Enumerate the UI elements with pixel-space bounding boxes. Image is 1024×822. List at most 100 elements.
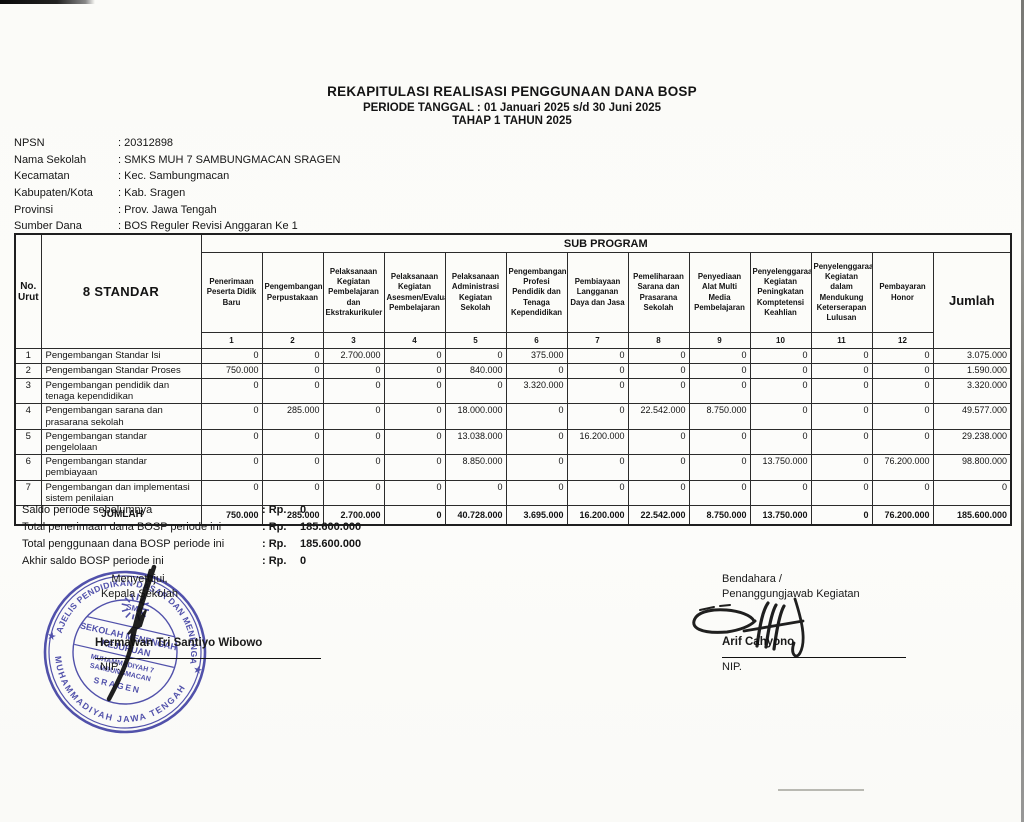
- row-value: 0: [383, 363, 446, 379]
- row-value: 0: [566, 454, 629, 481]
- row-label: Pengembangan Standar Proses: [40, 363, 202, 379]
- row-value: 0: [871, 479, 934, 507]
- treasurer-name: Arif Cahyono: [722, 636, 795, 648]
- row-value: 0: [871, 377, 934, 405]
- scan-artifact-bottom: [778, 789, 864, 791]
- row-value: 0: [322, 428, 385, 456]
- row-value: 0: [627, 348, 690, 364]
- subcol-number: 3: [322, 332, 385, 349]
- info-value: : BOS Reguler Revisi Anggaran Ke 1: [118, 220, 298, 233]
- footer-grand-total: 185.600.000: [932, 505, 1012, 526]
- treasurer-line2: Penanggungjawab Kegiatan: [722, 588, 860, 600]
- row-value: 0: [566, 403, 629, 430]
- table-row: 3 Pengembangan pendidik dan tenaga kepend…: [14, 377, 1012, 405]
- row-value: 0: [627, 479, 690, 507]
- row-total: 49.577.000: [932, 403, 1012, 430]
- summary-row-saldo-akhir: Akhir saldo BOSP periode ini : Rp. 0: [22, 553, 361, 570]
- subprogram-header: SUB PROGRAM: [200, 233, 1012, 253]
- table-row: 4 Pengembangan sarana dan prasarana sekol…: [14, 403, 1012, 430]
- row-value: 8.750.000: [688, 403, 751, 430]
- summary-label: Total penggunaan dana BOSP periode ini: [22, 537, 225, 550]
- row-value: 0: [261, 377, 324, 405]
- row-value: 0: [200, 479, 263, 507]
- row-value: 0: [261, 479, 324, 507]
- table-row: 6 Pengembangan standar pembiayaan 0 0 0 0 8.85…: [14, 454, 1012, 481]
- row-value: 0: [810, 377, 873, 405]
- row-value: 0: [322, 377, 385, 405]
- row-value: 0: [749, 479, 812, 507]
- subcol-number: 12: [871, 332, 934, 349]
- row-value: 0: [688, 363, 751, 379]
- report-title: REKAPITULASI REALISASI PENGGUNAAN DANA B…: [327, 84, 697, 99]
- row-value: 0: [688, 479, 751, 507]
- row-value: 0: [200, 428, 263, 456]
- row-value: 0: [688, 454, 751, 481]
- row-value: 0: [383, 348, 446, 364]
- info-label: Nama Sekolah: [14, 153, 87, 166]
- row-value: 18.000.000: [444, 403, 507, 430]
- row-value: 13.750.000: [749, 454, 812, 481]
- row-value: 0: [810, 403, 873, 430]
- summary-row-penerimaan: Total penerimaan dana BOSP periode ini :…: [22, 518, 361, 535]
- info-value: : Kec. Sambungmacan: [118, 170, 230, 183]
- treasurer-signature-line: [722, 657, 906, 658]
- row-value: 750.000: [200, 363, 263, 379]
- treasurer-line1: Bendahara /: [722, 573, 782, 585]
- info-value: : SMKS MUH 7 SAMBUNGMACAN SRAGEN: [118, 153, 341, 166]
- subcol-header: Pembayaran Honor: [871, 252, 934, 333]
- row-value: 0: [566, 363, 629, 379]
- subcol-header: Pemeliharaan Sarana dan Prasarana Sekola…: [627, 252, 690, 333]
- row-label: Pengembangan standar pengelolaan: [40, 428, 202, 456]
- footer-value: 40.728.000: [444, 505, 507, 526]
- row-value: 0: [810, 428, 873, 456]
- row-value: 0: [383, 377, 446, 405]
- treasurer-heading: Bendahara / Penanggungjawab Kegiatan: [722, 572, 860, 602]
- row-value: 0: [322, 479, 385, 507]
- row-total: 98.800.000: [932, 454, 1012, 481]
- subcol-number: 9: [688, 332, 751, 349]
- info-label: NPSN: [14, 137, 45, 150]
- row-value: 0: [200, 403, 263, 430]
- footer-value: 8.750.000: [688, 505, 751, 526]
- row-value: 285.000: [261, 403, 324, 430]
- summary-block: Saldo periode sebelumnya : Rp. 0 Total p…: [22, 501, 361, 570]
- row-number: 6: [14, 454, 42, 481]
- row-value: 0: [505, 479, 568, 507]
- row-value: 0: [383, 428, 446, 456]
- approver-name: Hermawan Tri Santiyo Wibowo: [95, 637, 263, 649]
- row-value: 0: [383, 479, 446, 507]
- row-value: 0: [810, 348, 873, 364]
- row-value: 0: [200, 454, 263, 481]
- summary-value: 185.600.000: [300, 537, 362, 550]
- row-total: 0: [932, 479, 1012, 507]
- row-number: 3: [14, 377, 42, 405]
- school-info-block: NPSN : 20312898 Nama Sekolah : SMKS MUH …: [14, 135, 340, 235]
- table-row: 2 Pengembangan Standar Proses 750.000 0 0 0 84…: [14, 363, 1012, 379]
- row-value: 0: [322, 363, 385, 379]
- row-value: 0: [261, 454, 324, 481]
- subcol-number: 2: [261, 332, 324, 349]
- subcol-label-row: Penerimaan Peserta Didik Baru Pengembanga…: [15, 252, 1012, 349]
- approver-signature-line: [95, 658, 321, 659]
- summary-row-penggunaan: Total penggunaan dana BOSP periode ini :…: [22, 535, 361, 552]
- info-row-kabupaten: Kabupaten/Kota : Kab. Sragen: [14, 185, 340, 202]
- row-value: 0: [200, 348, 263, 364]
- info-value: : 20312898: [118, 137, 174, 150]
- row-value: 0: [871, 348, 934, 364]
- subcol-header: Penerimaan Peserta Didik Baru: [200, 252, 263, 333]
- table-row: 1 Pengembangan Standar Isi 0 0 2.700.000 0 0 37…: [14, 348, 1012, 364]
- subcol-number: 4: [383, 332, 446, 349]
- info-label: Provinsi: [14, 203, 54, 216]
- footer-value: 285.000: [261, 505, 324, 526]
- summary-currency: : Rp.: [262, 555, 287, 568]
- row-value: 0: [566, 377, 629, 405]
- subcol-header: Pelaksanaan Administrasi Kegiatan Sekola…: [444, 252, 507, 333]
- summary-currency: : Rp.: [262, 503, 287, 516]
- stamp-star-right-icon: ★: [193, 664, 204, 676]
- row-number: 1: [14, 348, 42, 364]
- row-value: 22.542.000: [627, 403, 690, 430]
- row-value: 0: [871, 363, 934, 379]
- row-label: Pengembangan dan implementasi sistem pen…: [40, 479, 202, 507]
- table-body: 1 Pengembangan Standar Isi 0 0 2.700.000 0 0 37…: [14, 348, 1012, 526]
